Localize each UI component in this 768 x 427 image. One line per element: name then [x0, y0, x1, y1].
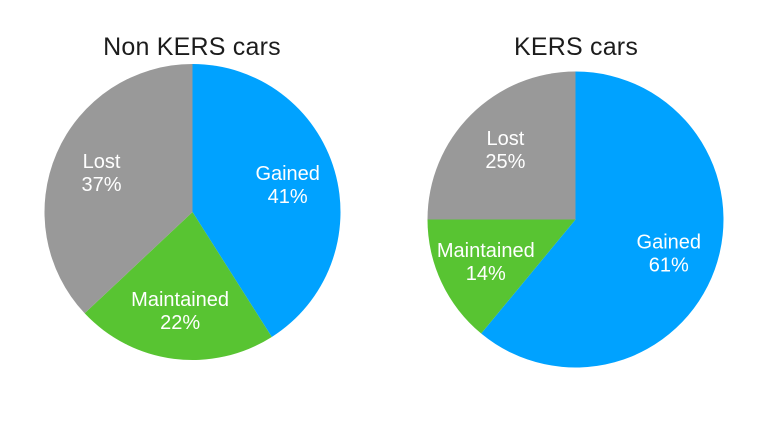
slice-name-label-maintained: Maintained	[437, 240, 535, 262]
slice-name-label-gained: Gained	[255, 163, 320, 185]
slice-value-label-maintained: 14%	[466, 263, 506, 285]
chart-title-non-kers: Non KERS cars	[103, 33, 281, 61]
slice-value-label-maintained: 22%	[160, 312, 200, 334]
chart-kers-cars: KERS cars Gained 61% Maintained 14% Lost 25%	[384, 0, 768, 427]
pie-slice-lost	[44, 64, 193, 314]
pie-slice-gained	[481, 71, 724, 368]
chart-title-kers: KERS cars	[513, 33, 639, 61]
slice-name-label-lost: Lost	[83, 151, 121, 173]
pie-slice-lost	[427, 71, 576, 220]
chart-non-kers-cars: Non KERS cars Gained 41% Maintained 22% Lost…	[44, 33, 341, 360]
pie-slice-maintained	[84, 212, 272, 360]
slice-name-label-gained: Gained	[637, 232, 702, 254]
slice-name-label-maintained: Maintained	[131, 289, 229, 311]
slice-value-label-gained: 61%	[649, 255, 689, 277]
pie-slice-gained	[192, 64, 341, 337]
slice-value-label-lost: 25%	[485, 151, 525, 173]
pie-slice-maintained	[427, 219, 576, 334]
slice-value-label-lost: 37%	[81, 174, 121, 196]
slice-value-label-gained: 41%	[268, 186, 308, 208]
slice-name-label-lost: Lost	[486, 128, 524, 150]
